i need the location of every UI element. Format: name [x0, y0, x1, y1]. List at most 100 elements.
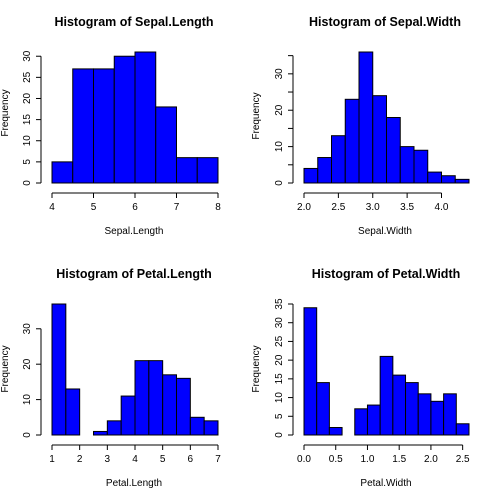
- x-tick-label: 7: [215, 454, 221, 465]
- x-tick-label: 4.0: [435, 202, 449, 213]
- histogram-bar: [134, 51, 157, 184]
- chart-title: Histogram of Sepal.Length: [54, 15, 213, 29]
- histogram-bar: [427, 171, 442, 184]
- histogram-bar: [399, 146, 415, 184]
- y-tick-label: 5: [274, 413, 285, 419]
- panel-petal-length: Histogram of Petal.Length Frequency Peta…: [0, 267, 221, 489]
- y-tick-label: 15: [22, 114, 33, 126]
- y-tick-label: 10: [274, 141, 285, 153]
- histogram-bar: [392, 374, 407, 436]
- x-tick-label: 2: [77, 454, 83, 465]
- y-tick-label: 30: [22, 323, 33, 335]
- histogram-bar: [65, 388, 81, 436]
- x-tick-label: 1.5: [392, 454, 406, 465]
- histogram-bar: [455, 423, 470, 436]
- histogram-bar: [176, 157, 198, 184]
- panel-petal-width: Histogram of Petal.Width Frequency Petal…: [251, 267, 470, 489]
- histogram-bar: [134, 360, 150, 436]
- histogram-bar: [176, 377, 191, 436]
- y-tick-label: 0: [274, 180, 285, 186]
- histogram-bar: [93, 68, 115, 184]
- chart-title: Histogram of Petal.Length: [56, 267, 212, 281]
- y-tick-label: 30: [274, 317, 285, 329]
- y-tick-label: 20: [22, 358, 33, 370]
- x-tick-label: 2.0: [424, 454, 438, 465]
- x-tick-label: 3: [105, 454, 111, 465]
- y-axis-label: Frequency: [251, 92, 262, 139]
- histogram-bar: [354, 408, 368, 436]
- x-tick-label: 5: [91, 202, 97, 213]
- y-tick-label: 30: [274, 68, 285, 80]
- y-tick-label: 20: [22, 92, 33, 104]
- y-tick-label: 35: [274, 298, 285, 310]
- histogram-bar: [72, 68, 94, 184]
- histogram-bar: [430, 400, 445, 436]
- histogram-bar: [189, 416, 205, 436]
- plot-area: 0.0 0.5 1.0 1.5 2.0 2.5 0 5 10 15 20 25 30 35: [274, 298, 470, 465]
- x-axis-label: Petal.Width: [360, 478, 411, 489]
- histogram-bar: [443, 393, 457, 436]
- histogram-bar: [113, 55, 136, 184]
- y-tick-label: 20: [274, 104, 285, 116]
- plot-area: 4 5 6 7 8 0 5 10 15 20 25 30: [22, 50, 221, 213]
- chart-title: Histogram of Sepal.Width: [309, 15, 461, 29]
- histogram-bar: [203, 420, 219, 436]
- x-tick-label: 3.0: [366, 202, 380, 213]
- histogram-bar: [196, 157, 219, 184]
- x-tick-label: 0.5: [329, 454, 343, 465]
- x-tick-label: 6: [188, 454, 194, 465]
- plot-area: 1 2 3 4 5 6 7 0 10 20 30: [22, 303, 221, 465]
- histogram-bar: [106, 420, 122, 436]
- histogram-bar: [344, 98, 360, 184]
- histogram-bar: [162, 374, 178, 436]
- histogram-bar: [386, 117, 401, 184]
- histogram-bar: [155, 106, 177, 184]
- plot-area: 2.0 2.5 3.0 3.5 4.0 0 10 20 30: [274, 51, 470, 213]
- histogram-bar: [379, 355, 394, 436]
- y-tick-label: 0: [274, 432, 285, 438]
- histogram-bar: [417, 393, 432, 436]
- panel-sepal-width: Histogram of Sepal.Width Frequency Sepal…: [251, 15, 470, 237]
- chart-title: Histogram of Petal.Width: [312, 267, 461, 281]
- x-axis-label: Sepal.Length: [105, 226, 164, 237]
- y-axis-label: Frequency: [0, 345, 11, 392]
- histogram-bar: [372, 95, 387, 184]
- histogram-bar: [51, 161, 74, 184]
- y-tick-label: 25: [22, 71, 33, 83]
- histogram-bar: [303, 167, 319, 184]
- y-tick-label: 0: [22, 432, 33, 438]
- x-tick-label: 2.0: [297, 202, 311, 213]
- histogram-bar: [366, 404, 381, 436]
- x-tick-label: 7: [174, 202, 180, 213]
- histogram-bar: [317, 157, 332, 184]
- x-tick-label: 1.0: [361, 454, 375, 465]
- y-tick-label: 25: [274, 335, 285, 347]
- x-tick-label: 4: [132, 454, 138, 465]
- histogram-bar: [331, 135, 346, 184]
- x-axis-label: Sepal.Width: [358, 226, 412, 237]
- y-tick-label: 20: [274, 354, 285, 366]
- x-tick-label: 4: [49, 202, 55, 213]
- histogram-bar: [303, 307, 318, 436]
- histogram-bar: [413, 149, 429, 184]
- x-axis-label: Petal.Length: [106, 478, 162, 489]
- histogram-bar: [316, 382, 330, 436]
- histogram-bar: [148, 360, 164, 436]
- x-tick-label: 5: [160, 454, 166, 465]
- y-axis-label: Frequency: [251, 345, 262, 392]
- x-tick-label: 6: [132, 202, 138, 213]
- y-tick-label: 5: [22, 159, 33, 165]
- y-tick-label: 10: [22, 394, 33, 406]
- x-tick-label: 2.5: [456, 454, 470, 465]
- histogram-bar: [328, 427, 343, 436]
- x-tick-label: 3.5: [400, 202, 414, 213]
- x-tick-label: 0.0: [297, 454, 311, 465]
- y-tick-label: 15: [274, 373, 285, 385]
- y-tick-label: 30: [22, 50, 33, 62]
- histogram-bar: [405, 382, 419, 436]
- x-tick-label: 2.5: [331, 202, 345, 213]
- y-tick-label: 0: [22, 180, 33, 186]
- histogram-bar: [358, 51, 374, 184]
- y-tick-label: 10: [22, 135, 33, 147]
